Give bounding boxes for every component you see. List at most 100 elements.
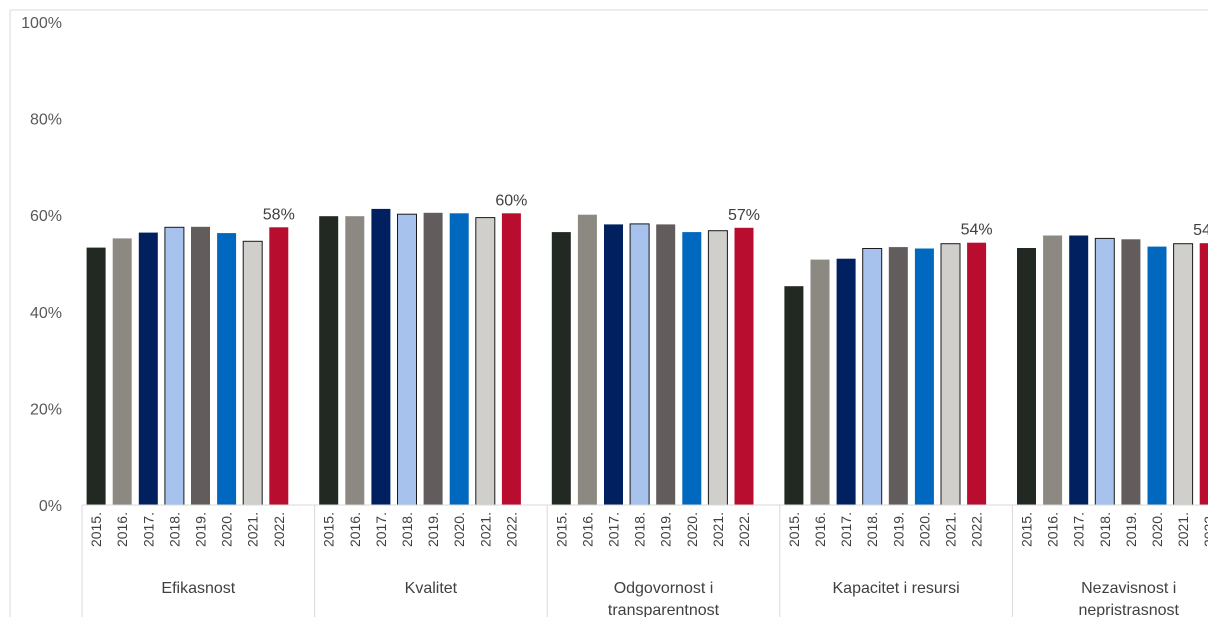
year-tick-label: 2022. xyxy=(503,512,519,547)
year-tick-label: 2019. xyxy=(193,512,209,547)
year-tick-label: 2021. xyxy=(943,512,959,547)
bar xyxy=(501,213,521,506)
year-tick-label: 2020. xyxy=(1149,512,1165,547)
bar xyxy=(1173,243,1194,506)
bar xyxy=(967,242,987,505)
bar xyxy=(940,243,961,506)
year-tick-label: 2016. xyxy=(347,512,363,547)
year-tick-label: 2016. xyxy=(579,512,595,547)
y-tick-label: 60% xyxy=(30,208,62,225)
year-tick-label: 2020. xyxy=(916,512,932,547)
year-tick-label: 2022. xyxy=(969,512,985,547)
year-tick-label: 2021. xyxy=(477,512,493,547)
bar xyxy=(784,286,804,505)
bar xyxy=(319,216,339,505)
year-tick-label: 2019. xyxy=(1123,512,1139,547)
year-tick-label: 2018. xyxy=(166,512,182,547)
category-label: nepristrasnost xyxy=(1078,602,1179,617)
bar xyxy=(449,213,469,506)
bar xyxy=(551,232,571,505)
bar xyxy=(138,232,158,505)
bar xyxy=(629,223,650,506)
bar xyxy=(1094,237,1115,506)
year-tick-label: 2019. xyxy=(658,512,674,547)
data-label: 57% xyxy=(728,207,760,224)
year-tick-label: 2022. xyxy=(1201,512,1208,547)
bar xyxy=(217,233,237,505)
bar xyxy=(734,227,754,506)
category-label: Odgovornost i xyxy=(614,580,714,597)
x-axis: 2015. 2016. 2017. 2018. 2019. 2020. 2021. 2022.… xyxy=(81,504,1208,617)
year-tick-label: 2021. xyxy=(245,512,261,547)
bar xyxy=(191,226,210,506)
year-tick-label: 2016. xyxy=(812,512,828,547)
year-tick-label: 2021. xyxy=(710,512,726,547)
bar xyxy=(164,226,185,506)
category-label: transparentnost xyxy=(608,602,720,617)
data-label: 54% xyxy=(961,222,993,239)
year-tick-label: 2018. xyxy=(1097,512,1113,547)
data-label: 58% xyxy=(263,206,295,223)
y-tick-label: 0% xyxy=(39,498,62,515)
category-label: Efikasnost xyxy=(161,580,235,597)
category-label: Nezavisnost i xyxy=(1081,580,1176,597)
year-tick-label: 2015. xyxy=(321,512,337,547)
bar xyxy=(371,208,391,505)
year-tick-label: 2017. xyxy=(1071,512,1087,547)
category-label: Kvalitet xyxy=(405,580,458,597)
bar xyxy=(1069,235,1089,505)
year-tick-label: 2018. xyxy=(632,512,648,547)
year-tick-label: 2020. xyxy=(684,512,700,547)
y-axis: 0% 20% 40% 60% 80% 100% xyxy=(21,15,62,515)
bar xyxy=(1121,239,1141,506)
bar xyxy=(475,217,496,506)
bar xyxy=(345,216,365,505)
year-tick-label: 2019. xyxy=(890,512,906,547)
year-tick-label: 2018. xyxy=(864,512,880,547)
year-tick-label: 2022. xyxy=(736,512,752,547)
bar xyxy=(577,214,597,505)
year-tick-label: 2021. xyxy=(1175,512,1191,547)
bar xyxy=(810,259,830,505)
bar xyxy=(888,247,908,505)
bar xyxy=(1043,235,1063,505)
bar xyxy=(1147,246,1167,505)
bar xyxy=(1199,243,1208,505)
bar xyxy=(86,247,106,505)
year-tick-label: 2015. xyxy=(88,512,104,547)
year-tick-label: 2017. xyxy=(140,512,156,547)
y-tick-label: 100% xyxy=(21,15,62,32)
bar xyxy=(242,240,263,506)
bar xyxy=(604,224,623,505)
bar xyxy=(862,248,883,506)
year-tick-label: 2018. xyxy=(399,512,415,547)
bar xyxy=(707,230,728,506)
year-tick-label: 2017. xyxy=(373,512,389,547)
year-tick-label: 2017. xyxy=(838,512,854,547)
data-label: 60% xyxy=(495,192,527,209)
year-tick-label: 2016. xyxy=(1045,512,1061,547)
bar xyxy=(1017,248,1036,505)
year-tick-label: 2015. xyxy=(1019,512,1035,547)
y-tick-label: 20% xyxy=(30,401,62,418)
bars: 58% 60% 57% 54% 54% xyxy=(86,192,1208,506)
year-tick-label: 2016. xyxy=(114,512,130,547)
year-tick-label: 2020. xyxy=(219,512,235,547)
year-tick-label: 2015. xyxy=(786,512,802,547)
data-label: 54% xyxy=(1193,222,1208,239)
year-tick-label: 2015. xyxy=(553,512,569,547)
bar xyxy=(836,258,856,505)
year-tick-label: 2017. xyxy=(606,512,622,547)
bar xyxy=(423,212,443,506)
year-tick-label: 2020. xyxy=(451,512,467,547)
bar xyxy=(269,227,289,506)
y-tick-label: 80% xyxy=(30,112,62,129)
bar xyxy=(656,224,676,505)
bar xyxy=(914,248,934,505)
bar xyxy=(682,232,702,505)
category-label: Kapacitet i resursi xyxy=(833,580,960,597)
year-tick-label: 2022. xyxy=(271,512,287,547)
bar xyxy=(112,238,132,505)
year-tick-label: 2019. xyxy=(425,512,441,547)
